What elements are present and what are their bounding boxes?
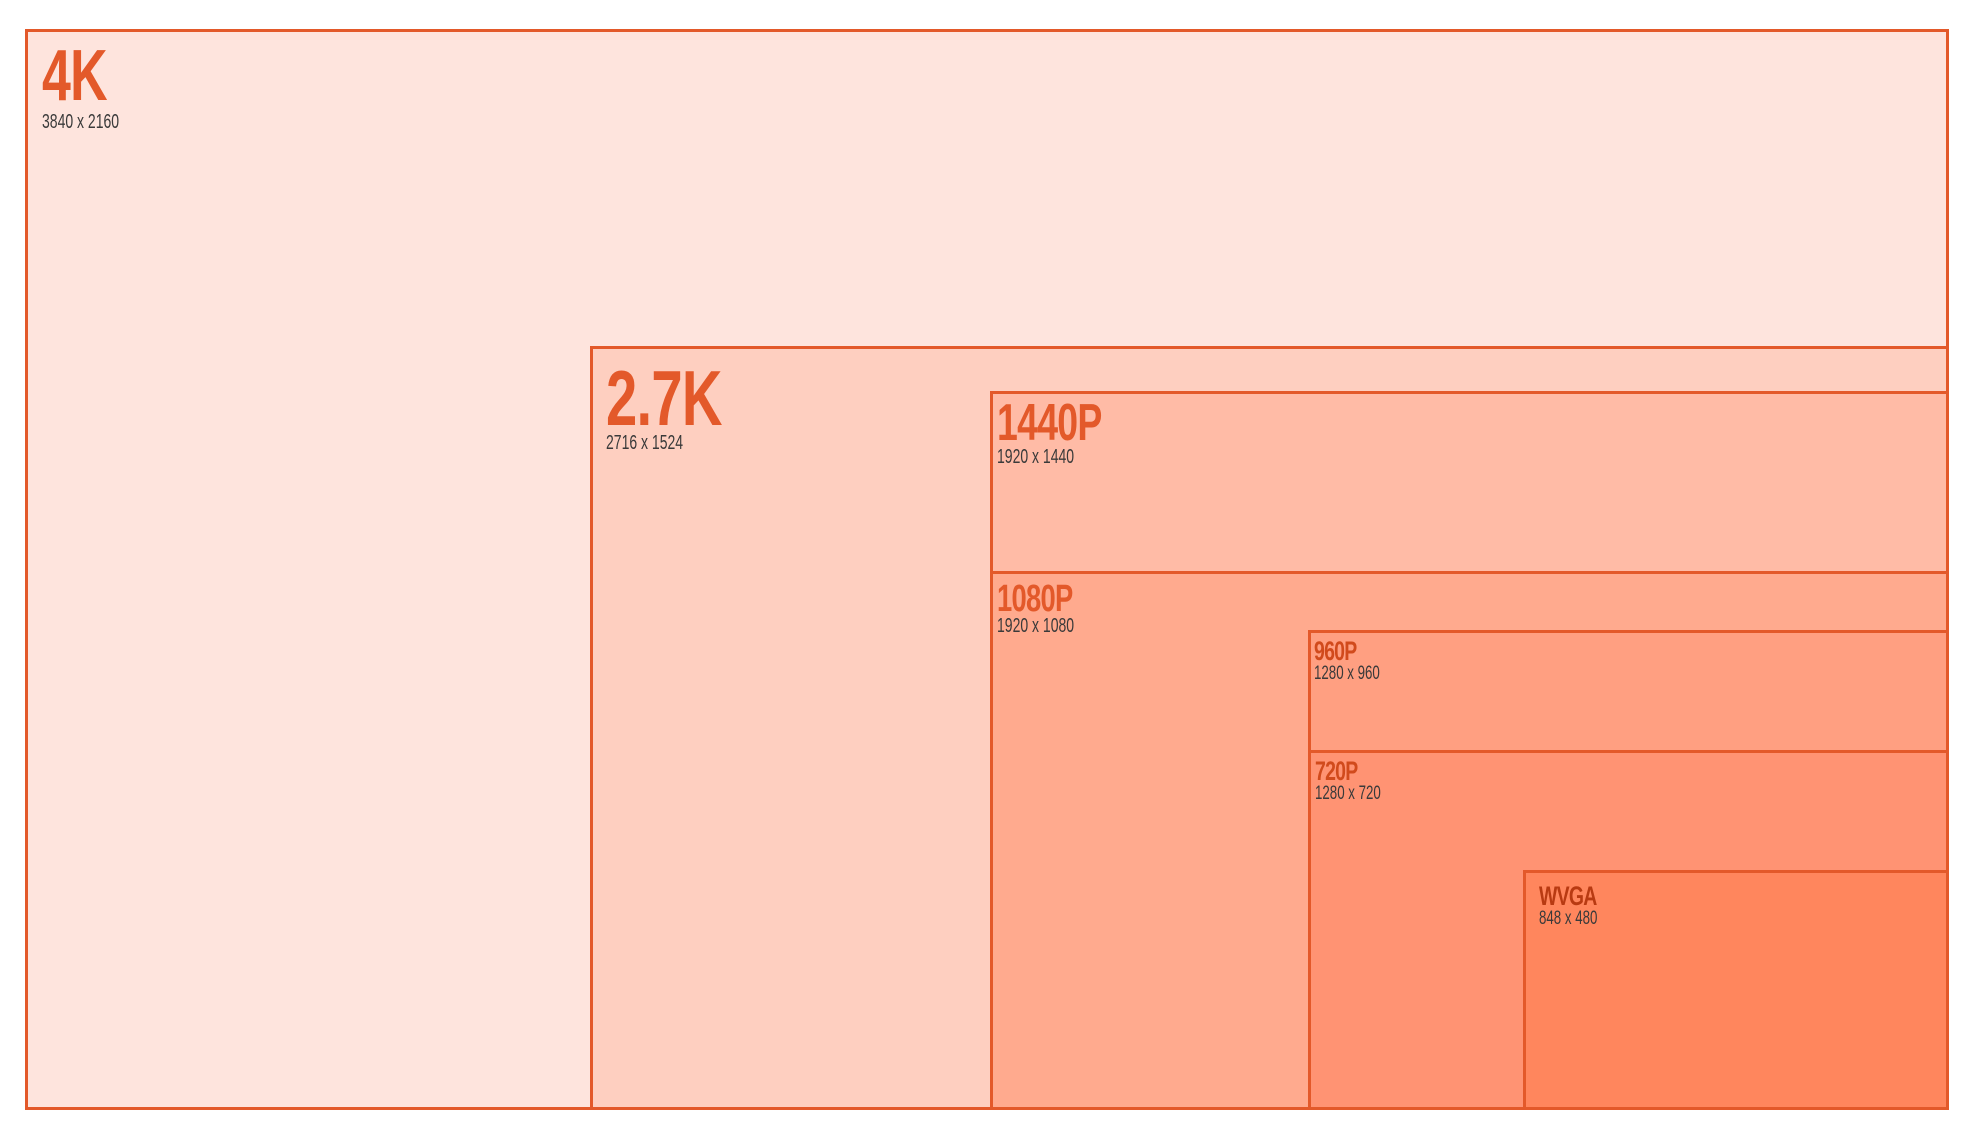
- resolution-label-720p: 720P 1280 x 720: [1315, 756, 1409, 804]
- resolution-dimensions: 2716 x 1524: [606, 432, 684, 454]
- resolution-label-4k: 4K 3840 x 2160: [42, 40, 152, 132]
- resolution-name: 720P: [1315, 756, 1358, 786]
- resolution-name: WVGA: [1539, 881, 1597, 911]
- resolution-label-2-7k: 2.7K 2716 x 1524: [606, 359, 767, 453]
- resolution-name: 4K: [42, 36, 108, 116]
- resolution-dimensions: 848 x 480: [1539, 908, 1598, 929]
- resolution-name: 2.7K: [606, 354, 722, 442]
- resolution-name: 1080P: [997, 578, 1073, 620]
- resolution-dimensions: 1920 x 1440: [997, 446, 1075, 468]
- resolution-name: 960P: [1314, 636, 1357, 666]
- resolution-name: 1440P: [997, 394, 1102, 452]
- resolution-label-wvga: WVGA 848 x 480: [1539, 881, 1622, 929]
- resolution-dimensions: 1280 x 720: [1315, 783, 1381, 804]
- resolution-dimensions: 1280 x 960: [1314, 663, 1380, 684]
- resolution-label-960p: 960P 1280 x 960: [1314, 636, 1408, 684]
- resolution-dimensions: 1920 x 1080: [997, 615, 1075, 637]
- resolution-label-1440p: 1440P 1920 x 1440: [997, 397, 1142, 467]
- resolution-label-1080p: 1080P 1920 x 1080: [997, 580, 1107, 636]
- resolution-box-wvga: [1523, 870, 1949, 1110]
- resolution-dimensions: 3840 x 2160: [42, 111, 120, 133]
